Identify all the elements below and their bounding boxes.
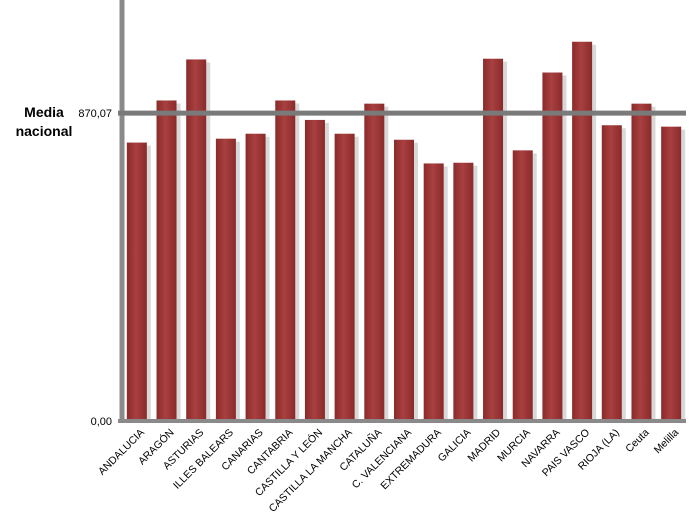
- bar-melilla: [661, 126, 682, 421]
- bar-navarra: [542, 72, 563, 421]
- y-tick-label: 0,00: [91, 416, 112, 428]
- bar-asturias: [186, 59, 207, 421]
- bar-castilla-la-mancha: [334, 133, 355, 421]
- bar-murcia: [512, 150, 533, 421]
- bar-canarias: [245, 133, 266, 421]
- bar-castilla-y-león: [304, 119, 325, 421]
- category-label: Ceuta: [623, 427, 651, 455]
- y-tick-label: 870,07: [78, 108, 112, 120]
- bar-andalucia: [126, 142, 147, 421]
- bar-cantabria: [275, 100, 296, 422]
- bar-illes-balears: [215, 138, 236, 421]
- bar-c-valenciana: [394, 139, 414, 421]
- category-label: ANDALUCIA: [96, 427, 147, 478]
- category-label: Melilla: [652, 427, 682, 457]
- bar-aragón: [156, 100, 177, 422]
- bar-rioja-la-: [601, 125, 622, 422]
- bar-cataluña: [364, 103, 385, 421]
- reference-line-label: Media nacional: [15, 104, 73, 139]
- bar-pais-vasco: [572, 41, 593, 422]
- bar-ceuta: [631, 103, 652, 421]
- bar-extremadura: [423, 163, 444, 421]
- bar-galicia: [453, 162, 474, 421]
- bar-madrid: [483, 58, 504, 422]
